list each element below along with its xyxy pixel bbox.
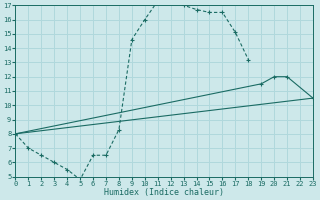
X-axis label: Humidex (Indice chaleur): Humidex (Indice chaleur) <box>104 188 224 197</box>
